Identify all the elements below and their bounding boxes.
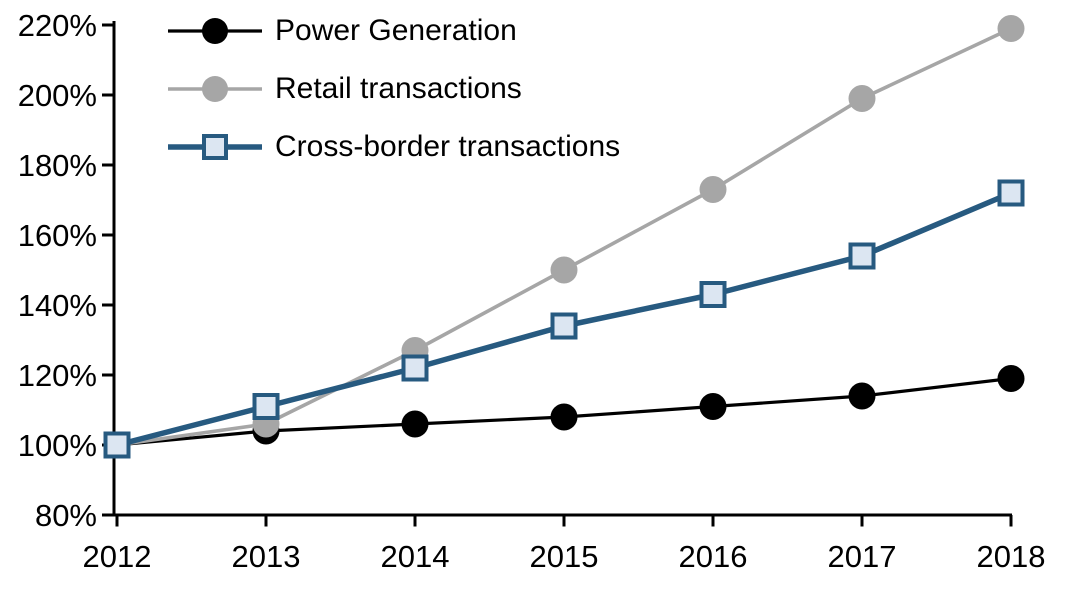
series-marker-retail-transactions bbox=[848, 85, 876, 112]
series-marker-cross-border-transactions bbox=[252, 393, 280, 420]
series-marker-cross-border-transactions bbox=[401, 354, 429, 382]
series-marker-power-generation bbox=[550, 403, 578, 431]
series-marker-cross-border-transactions bbox=[699, 281, 727, 308]
legend-label: Retail transactions bbox=[275, 72, 522, 105]
x-tick-label: 2016 bbox=[679, 539, 748, 574]
series-marker-retail-transactions bbox=[550, 256, 578, 284]
y-tick-label: 120% bbox=[18, 358, 97, 393]
y-tick-label: 200% bbox=[18, 78, 97, 113]
series-marker-power-generation bbox=[848, 382, 876, 410]
legend-marker-square bbox=[202, 134, 228, 160]
series-marker-power-generation bbox=[699, 393, 727, 420]
series-marker-cross-border-transactions bbox=[550, 312, 578, 340]
series-marker-cross-border-transactions bbox=[848, 242, 876, 270]
series-marker-cross-border-transactions bbox=[103, 431, 131, 459]
x-tick-label: 2017 bbox=[828, 539, 897, 574]
x-tick-label: 2015 bbox=[530, 539, 599, 574]
legend-label: Power Generation bbox=[275, 14, 517, 47]
legend-label: Cross-border transactions bbox=[275, 130, 621, 163]
series-marker-power-generation bbox=[401, 410, 429, 438]
x-tick-label: 2012 bbox=[83, 539, 152, 574]
legend-marker-circle bbox=[202, 76, 228, 102]
legend-item-retail-transactions: Retail transactions bbox=[167, 60, 620, 118]
legend-marker-circle bbox=[202, 18, 228, 44]
series-marker-retail-transactions bbox=[699, 176, 727, 203]
legend-key-power-generation bbox=[168, 18, 262, 44]
legend-key-retail-transactions bbox=[168, 76, 262, 102]
y-tick-label: 80% bbox=[35, 498, 97, 533]
legend-item-cross-border-transactions: Cross-border transactions bbox=[167, 118, 620, 176]
series-marker-power-generation bbox=[997, 365, 1025, 392]
y-tick-label: 180% bbox=[18, 148, 97, 183]
y-tick-label: 220% bbox=[18, 8, 97, 43]
series-marker-retail-transactions bbox=[997, 15, 1025, 42]
legend-item-power-generation: Power Generation bbox=[167, 2, 620, 60]
y-tick-label: 140% bbox=[18, 288, 97, 323]
legend: Power Generation Retail transactions Cross… bbox=[167, 2, 620, 176]
series-marker-cross-border-transactions bbox=[997, 179, 1025, 207]
x-tick-label: 2014 bbox=[381, 539, 450, 574]
x-tick-label: 2013 bbox=[232, 539, 301, 574]
y-tick-label: 160% bbox=[18, 218, 97, 253]
x-tick-label: 2018 bbox=[977, 539, 1046, 574]
y-tick-label: 100% bbox=[18, 428, 97, 463]
legend-key-cross-border-transactions bbox=[168, 134, 262, 160]
